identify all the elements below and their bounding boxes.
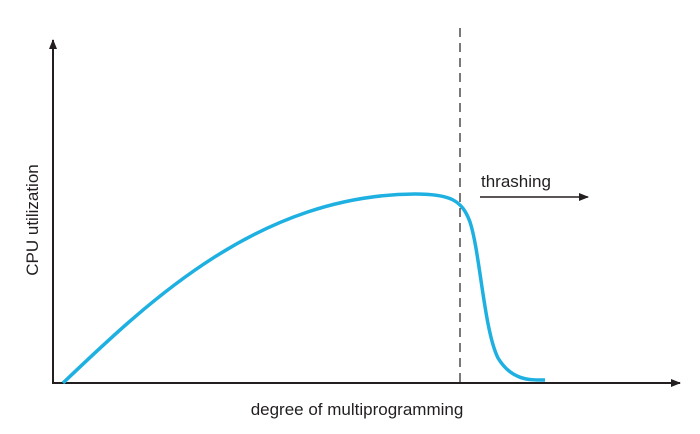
utilization-curve [61, 192, 546, 385]
x-axis-label: degree of multiprogramming [251, 400, 464, 419]
y-axis-label: CPU utilization [23, 164, 42, 276]
annotation: thrashing [481, 172, 551, 191]
